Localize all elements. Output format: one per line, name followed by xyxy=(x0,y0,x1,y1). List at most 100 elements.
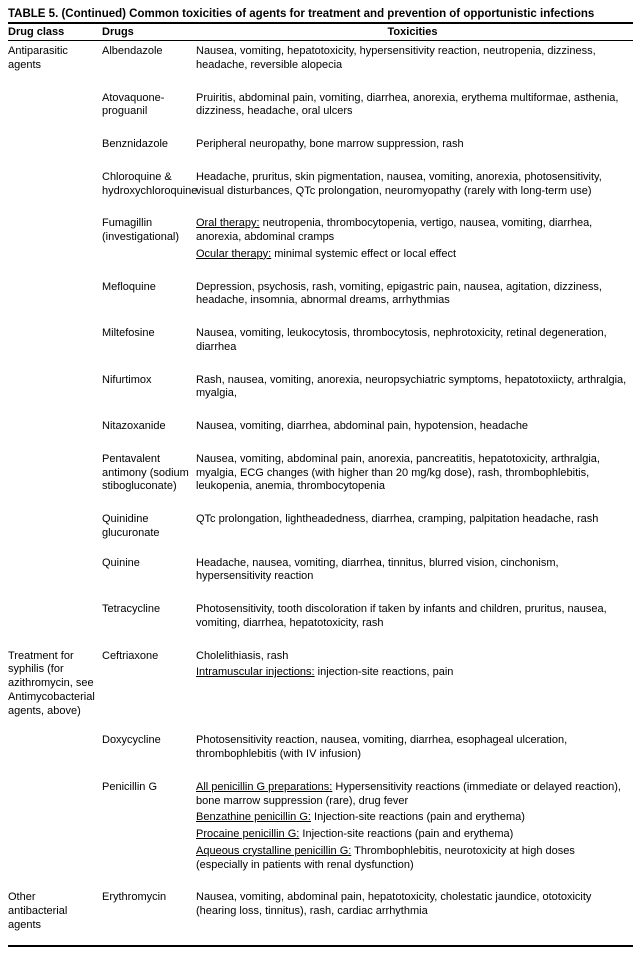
drug-name-cell: Ceftriaxone xyxy=(102,646,196,731)
drug-class-cell xyxy=(8,416,102,449)
toxicity-line: Intramuscular injections: injection-site… xyxy=(196,666,627,680)
table-row: Pentavalent antimony (sodium stiboglucon… xyxy=(8,449,633,509)
drug-class-cell xyxy=(8,88,102,135)
toxicity-text: Pruiritis, abdominal pain, vomiting, dia… xyxy=(196,92,618,118)
toxicity-line: Depression, psychosis, rash, vomiting, e… xyxy=(196,281,627,309)
table-row: Fumagillin (investigational)Oral therapy… xyxy=(8,213,633,276)
toxicity-text: Nausea, vomiting, leukocytosis, thromboc… xyxy=(196,327,607,353)
drug-name-cell: Quinine xyxy=(102,553,196,600)
table-row: MiltefosineNausea, vomiting, leukocytosi… xyxy=(8,323,633,370)
table-row: MefloquineDepression, psychosis, rash, v… xyxy=(8,277,633,324)
header-drugs: Drugs xyxy=(102,23,196,41)
table-title: TABLE 5. (Continued) Common toxicities o… xyxy=(8,8,633,20)
toxicity-line: Cholelithiasis, rash xyxy=(196,650,627,664)
header-toxicities: Toxicities xyxy=(196,23,633,41)
toxicity-text: Nausea, vomiting, abdominal pain, anorex… xyxy=(196,453,600,493)
toxicity-label: Ocular therapy: xyxy=(196,248,271,260)
toxicity-cell: Oral therapy: neutropenia, thrombocytope… xyxy=(196,213,633,276)
toxicity-text: Peripheral neuropathy, bone marrow suppr… xyxy=(196,138,464,150)
drug-name-cell: Mefloquine xyxy=(102,277,196,324)
table-body: Antiparasitic agentsAlbendazoleNausea, v… xyxy=(8,41,633,946)
toxicity-line: Headache, pruritus, skin pigmentation, n… xyxy=(196,171,627,199)
toxicity-cell: QTc prolongation, lightheadedness, diarr… xyxy=(196,509,633,553)
drug-class-cell xyxy=(8,134,102,167)
toxicity-text: Injection-site reactions (pain and eryth… xyxy=(311,811,525,823)
drug-class-cell xyxy=(8,777,102,888)
toxicity-label: Procaine penicillin G: xyxy=(196,828,299,840)
header-row: Drug class Drugs Toxicities xyxy=(8,23,633,41)
drug-class-cell xyxy=(8,599,102,646)
table-row: Other antibacterial agentsErythromycinNa… xyxy=(8,887,633,945)
toxicity-text: Cholelithiasis, rash xyxy=(196,650,288,662)
toxicity-line: Nausea, vomiting, diarrhea, abdominal pa… xyxy=(196,420,627,434)
toxicity-line: Nausea, vomiting, abdominal pain, hepato… xyxy=(196,891,627,919)
toxicity-cell: Pruiritis, abdominal pain, vomiting, dia… xyxy=(196,88,633,135)
toxicity-line: All penicillin G preparations: Hypersens… xyxy=(196,781,627,809)
toxicity-text: Nausea, vomiting, hepatotoxicity, hypers… xyxy=(196,45,596,71)
drug-class-cell xyxy=(8,323,102,370)
table-row: Penicillin GAll penicillin G preparation… xyxy=(8,777,633,888)
toxicity-line: Nausea, vomiting, hepatotoxicity, hypers… xyxy=(196,45,627,73)
toxicity-cell: Peripheral neuropathy, bone marrow suppr… xyxy=(196,134,633,167)
toxicity-line: Benzathine penicillin G: Injection-site … xyxy=(196,811,627,825)
drug-class-cell xyxy=(8,370,102,417)
drug-class-cell: Treatment for syphilis (for azithromycin… xyxy=(8,646,102,731)
drug-name-cell: Tetracycline xyxy=(102,599,196,646)
drug-class-cell xyxy=(8,730,102,777)
toxicity-text: QTc prolongation, lightheadedness, diarr… xyxy=(196,513,598,525)
drug-class-cell xyxy=(8,509,102,553)
drug-class-cell: Antiparasitic agents xyxy=(8,41,102,88)
drug-class-cell xyxy=(8,167,102,214)
toxicity-cell: All penicillin G preparations: Hypersens… xyxy=(196,777,633,888)
toxicity-cell: Depression, psychosis, rash, vomiting, e… xyxy=(196,277,633,324)
toxicity-label: All penicillin G preparations: xyxy=(196,781,332,793)
table-row: Treatment for syphilis (for azithromycin… xyxy=(8,646,633,731)
toxicity-cell: Headache, nausea, vomiting, diarrhea, ti… xyxy=(196,553,633,600)
table-row: QuinineHeadache, nausea, vomiting, diarr… xyxy=(8,553,633,600)
table-row: DoxycyclinePhotosensitivity reaction, na… xyxy=(8,730,633,777)
toxicity-cell: Photosensitivity, tooth discoloration if… xyxy=(196,599,633,646)
table-row: NifurtimoxRash, nausea, vomiting, anorex… xyxy=(8,370,633,417)
toxicity-text: Headache, nausea, vomiting, diarrhea, ti… xyxy=(196,557,559,583)
toxicity-text: Rash, nausea, vomiting, anorexia, neurop… xyxy=(196,374,626,400)
table-row: Chloroquine & hydroxychloroquineHeadache… xyxy=(8,167,633,214)
toxicity-cell: Nausea, vomiting, abdominal pain, hepato… xyxy=(196,887,633,945)
table-row: NitazoxanideNausea, vomiting, diarrhea, … xyxy=(8,416,633,449)
drug-class-cell: Other antibacterial agents xyxy=(8,887,102,945)
toxicity-line: QTc prolongation, lightheadedness, diarr… xyxy=(196,513,627,527)
toxicity-line: Nausea, vomiting, abdominal pain, anorex… xyxy=(196,453,627,494)
drug-name-cell: Doxycycline xyxy=(102,730,196,777)
toxicity-line: Photosensitivity, tooth discoloration if… xyxy=(196,603,627,631)
drug-class-cell xyxy=(8,449,102,509)
toxicity-line: Nausea, vomiting, leukocytosis, thromboc… xyxy=(196,327,627,355)
drug-name-cell: Nitazoxanide xyxy=(102,416,196,449)
header-drug-class: Drug class xyxy=(8,23,102,41)
toxicity-line: Rash, nausea, vomiting, anorexia, neurop… xyxy=(196,374,627,402)
drug-name-cell: Chloroquine & hydroxychloroquine xyxy=(102,167,196,214)
table-row: BenznidazolePeripheral neuropathy, bone … xyxy=(8,134,633,167)
toxicity-text: Photosensitivity, tooth discoloration if… xyxy=(196,603,607,629)
toxicity-text: Headache, pruritus, skin pigmentation, n… xyxy=(196,171,602,197)
toxicity-cell: Nausea, vomiting, abdominal pain, anorex… xyxy=(196,449,633,509)
drug-name-cell: Miltefosine xyxy=(102,323,196,370)
drug-name-cell: Albendazole xyxy=(102,41,196,88)
table-row: Atovaquone-proguanilPruiritis, abdominal… xyxy=(8,88,633,135)
toxicity-line: Peripheral neuropathy, bone marrow suppr… xyxy=(196,138,627,152)
toxicity-cell: Rash, nausea, vomiting, anorexia, neurop… xyxy=(196,370,633,417)
toxicity-line: Procaine penicillin G: Injection-site re… xyxy=(196,828,627,842)
toxicity-line: Photosensitivity reaction, nausea, vomit… xyxy=(196,734,627,762)
toxicity-cell: Nausea, vomiting, leukocytosis, thromboc… xyxy=(196,323,633,370)
drug-name-cell: Atovaquone-proguanil xyxy=(102,88,196,135)
table-row: TetracyclinePhotosensitivity, tooth disc… xyxy=(8,599,633,646)
toxicity-label: Aqueous crystalline penicillin G: xyxy=(196,845,351,857)
table-row: Antiparasitic agentsAlbendazoleNausea, v… xyxy=(8,41,633,88)
drug-name-cell: Pentavalent antimony (sodium stiboglucon… xyxy=(102,449,196,509)
drug-class-cell xyxy=(8,213,102,276)
toxicity-table: Drug class Drugs Toxicities Antiparasiti… xyxy=(8,22,633,947)
toxicity-cell: Cholelithiasis, rash Intramuscular inject… xyxy=(196,646,633,731)
toxicity-label: Benzathine penicillin G: xyxy=(196,811,311,823)
drug-name-cell: Penicillin G xyxy=(102,777,196,888)
drug-class-cell xyxy=(8,553,102,600)
toxicity-line: Headache, nausea, vomiting, diarrhea, ti… xyxy=(196,557,627,585)
drug-name-cell: Quinidine glucuronate xyxy=(102,509,196,553)
